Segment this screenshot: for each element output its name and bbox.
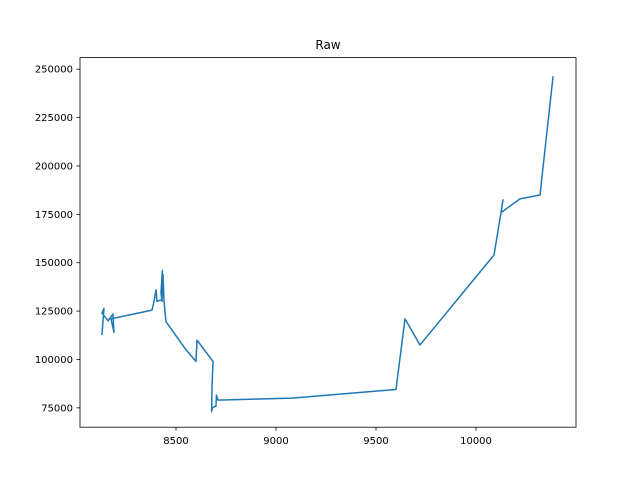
y-tick-label: 75000 — [41, 403, 73, 414]
plot-frame — [79, 57, 577, 428]
x-tick-label: 10000 — [460, 436, 492, 447]
chart-title: Raw — [315, 38, 340, 52]
series-layer — [101, 76, 554, 413]
y-tick-label: 150000 — [35, 258, 73, 269]
y-axis: 75000 100000 125000 150000 175000 200000 22500… — [35, 65, 80, 414]
y-tick-label: 225000 — [35, 113, 73, 124]
x-axis: 8500 9000 9500 10000 — [163, 427, 492, 447]
y-tick-label: 175000 — [35, 210, 73, 221]
x-tick-label: 9000 — [263, 436, 288, 447]
y-tick-label: 250000 — [35, 65, 73, 76]
x-tick-label: 8500 — [163, 436, 188, 447]
x-tick-label: 9500 — [363, 436, 388, 447]
series-line-0 — [101, 76, 554, 413]
plot-background — [80, 57, 576, 428]
y-tick-label: 125000 — [35, 307, 73, 318]
y-tick-label: 100000 — [35, 355, 73, 366]
y-tick-label: 200000 — [35, 161, 73, 172]
